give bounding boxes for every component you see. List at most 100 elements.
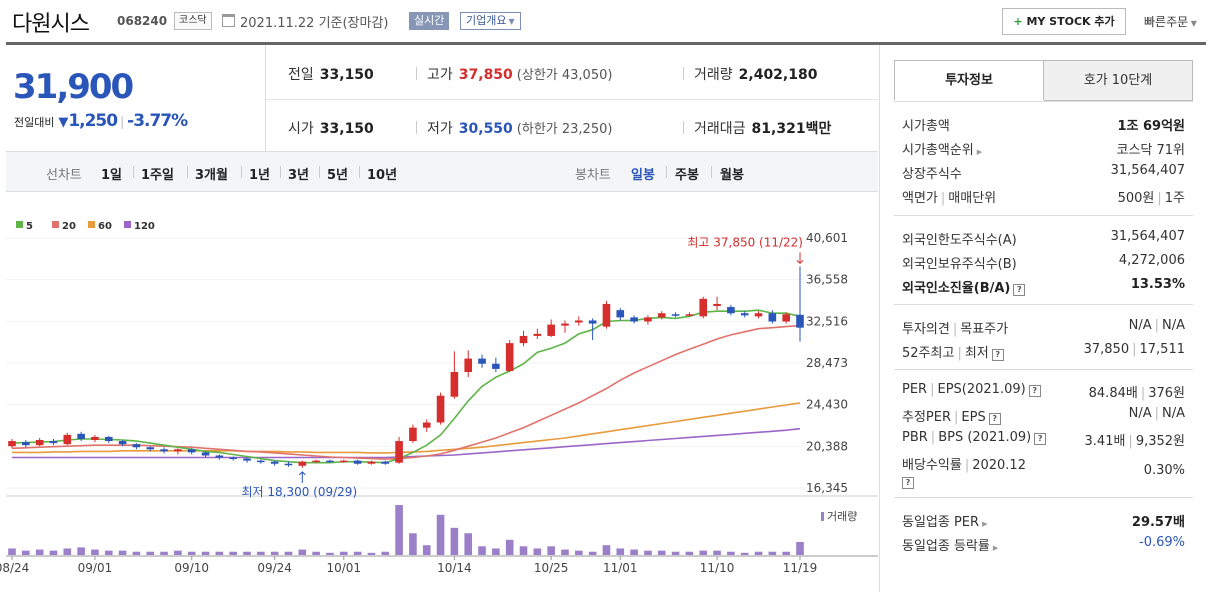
candle-body [740, 313, 749, 316]
est-per-value: N/A [1128, 406, 1152, 421]
candle-body [63, 434, 72, 445]
foreign-ratio-row: 외국인소진율(B/A)? 13.53% [902, 277, 1185, 299]
legend-swatch-120 [124, 221, 131, 228]
candle-body [754, 313, 763, 317]
volume-bar [381, 551, 390, 555]
amount-value: 81,321 [751, 121, 806, 137]
unit-value: 1주 [1164, 191, 1185, 206]
candle-body [478, 358, 486, 364]
volume-bar [35, 549, 44, 555]
help-icon[interactable]: ? [991, 349, 1004, 361]
plus-icon: + [1013, 15, 1023, 28]
industry-per-value: 29.57배 [1131, 515, 1185, 530]
cell-separator [683, 121, 684, 134]
volume-bar [326, 552, 334, 555]
volume-bar [257, 551, 265, 555]
open-cell: 시가 33,150 [288, 118, 374, 138]
candle-body [229, 457, 237, 460]
est-per-row: 추정PER | EPS? N/A | N/A [902, 406, 1185, 425]
market-cap-label: 시가총액 [902, 119, 950, 134]
volume-bar [671, 551, 680, 555]
ma5-line [11, 309, 801, 464]
volume-cell: 거래량 2,402,180 [694, 64, 817, 84]
candle-body [644, 317, 652, 322]
y-tick-label: 32,516 [806, 314, 848, 328]
shares-row: 상장주식수 31,564,407 [902, 163, 1185, 185]
x-tick-label: 11/19 [783, 561, 818, 575]
stock-code: 068240 [117, 14, 168, 28]
volume-bar [91, 549, 99, 555]
candle-body [588, 320, 597, 324]
chevron-right-icon: ▶ [982, 520, 988, 528]
candle-body [727, 307, 735, 314]
candle-body [8, 441, 16, 447]
candle-monthly[interactable]: 월봉 [720, 168, 744, 183]
period-3y[interactable]: 3년 [288, 168, 310, 183]
candle-body [146, 447, 155, 450]
period-1w[interactable]: 1주일 [141, 168, 174, 183]
market-cap-row: 시가총액 1조 69억원 [902, 115, 1185, 137]
period-separator [711, 166, 712, 178]
volume-bar [229, 551, 237, 555]
candle-body [353, 460, 362, 464]
panel-divider [894, 215, 1193, 216]
candle-body [671, 314, 680, 316]
volume-bar [768, 551, 777, 555]
candle-body [367, 461, 376, 464]
open-value: 33,150 [319, 121, 374, 137]
arrow-down-icon [796, 252, 804, 265]
legend-label-120: 120 [134, 221, 155, 232]
chevron-down-icon: ▼ [508, 17, 515, 26]
volume-bar [339, 551, 348, 555]
period-1y[interactable]: 1년 [249, 168, 271, 183]
help-icon[interactable]: ? [1034, 433, 1047, 445]
company-info-button[interactable]: 기업개요 ▼ [460, 12, 521, 30]
volume-bar [201, 551, 210, 555]
volume-bar [492, 548, 500, 555]
header: 다원시스 068240 코스닥 2021.11.22 기준(장마감) 실시간 기… [0, 0, 1207, 45]
volume-bar [436, 514, 445, 555]
volume-bar [132, 551, 141, 555]
period-5y[interactable]: 5년 [327, 168, 349, 183]
candle-chart-label: 봉차트 [575, 168, 611, 183]
tab-order-book[interactable]: 호가 10단계 [1043, 60, 1193, 101]
candle-body [602, 303, 611, 327]
period-1d[interactable]: 1일 [101, 168, 123, 183]
period-3m[interactable]: 3개월 [195, 168, 228, 183]
foreign-hold-value: 4,272,006 [1118, 253, 1185, 268]
realtime-button[interactable]: 실시간 [409, 12, 450, 30]
candle-weekly[interactable]: 주봉 [675, 168, 699, 183]
industry-rate-label: 동일업종 등락률 [902, 539, 990, 554]
candle-daily[interactable]: 일봉 [631, 168, 655, 183]
pbr-label: PBR [902, 430, 928, 445]
help-icon[interactable]: ? [1013, 284, 1026, 296]
candle-body [505, 343, 514, 371]
par-row: 액면가 | 매매단위 500원 | 1주 [902, 191, 1185, 206]
amount-label: 거래대금 [694, 121, 746, 137]
help-icon[interactable]: ? [902, 477, 914, 489]
help-icon[interactable]: ? [988, 413, 1001, 425]
period-10y[interactable]: 10년 [367, 168, 398, 183]
mystock-add-button[interactable]: + MY STOCK 추가 [1002, 8, 1126, 35]
candle-body [104, 436, 113, 442]
low-value: 30,550 [458, 121, 513, 137]
tab-investment-info[interactable]: 투자정보 [894, 60, 1044, 101]
y-tick-label: 28,473 [806, 356, 848, 370]
legend-label-60: 60 [98, 221, 112, 232]
amount-cell: 거래대금 81,321백만 [694, 118, 831, 138]
y-tick-label: 40,601 [806, 231, 848, 245]
cell-separator [683, 67, 684, 80]
dividend-date: 2020.12 [972, 458, 1026, 473]
volume-bar [22, 550, 30, 555]
opinion-label: 투자의견 [902, 322, 950, 337]
quick-order-label: 빠른주문 [1144, 15, 1189, 29]
help-icon[interactable]: ? [1028, 385, 1041, 397]
candle-body [796, 314, 804, 328]
candle-body [395, 441, 403, 463]
down-triangle-icon: ▼ [58, 115, 69, 130]
quick-order-link[interactable]: 빠른주문 ▼ [1144, 13, 1197, 30]
summary-divider-horizontal [265, 99, 878, 100]
arrow-up-icon [298, 471, 306, 483]
bps-value: 9,352원 [1135, 434, 1185, 449]
y-tick-label: 36,558 [806, 273, 848, 287]
